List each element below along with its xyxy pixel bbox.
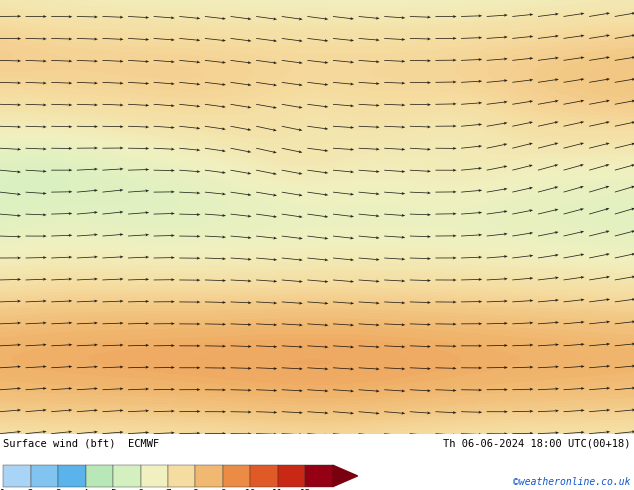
Bar — [3, 465, 30, 487]
Text: 12: 12 — [300, 489, 311, 490]
Text: 5: 5 — [110, 489, 116, 490]
FancyArrow shape — [333, 465, 358, 487]
Bar — [30, 465, 58, 487]
Text: 6: 6 — [138, 489, 143, 490]
Text: 2: 2 — [28, 489, 34, 490]
Text: ©weatheronline.co.uk: ©weatheronline.co.uk — [514, 477, 631, 487]
Bar — [223, 465, 250, 487]
Bar — [195, 465, 223, 487]
Bar — [141, 465, 168, 487]
Text: 7: 7 — [165, 489, 171, 490]
Bar — [278, 465, 306, 487]
Text: Th 06-06-2024 18:00 UTC(00+18): Th 06-06-2024 18:00 UTC(00+18) — [443, 438, 631, 448]
Text: Surface wind (bft)  ECMWF: Surface wind (bft) ECMWF — [3, 438, 159, 448]
Text: 11: 11 — [272, 489, 283, 490]
Bar — [250, 465, 278, 487]
Bar — [58, 465, 86, 487]
Text: 4: 4 — [83, 489, 88, 490]
Bar — [113, 465, 141, 487]
Bar — [168, 465, 195, 487]
Text: 1: 1 — [0, 489, 6, 490]
Bar — [86, 465, 113, 487]
Text: 8: 8 — [193, 489, 198, 490]
Text: 10: 10 — [245, 489, 256, 490]
Text: 3: 3 — [55, 489, 61, 490]
Bar — [306, 465, 333, 487]
Text: 9: 9 — [220, 489, 226, 490]
